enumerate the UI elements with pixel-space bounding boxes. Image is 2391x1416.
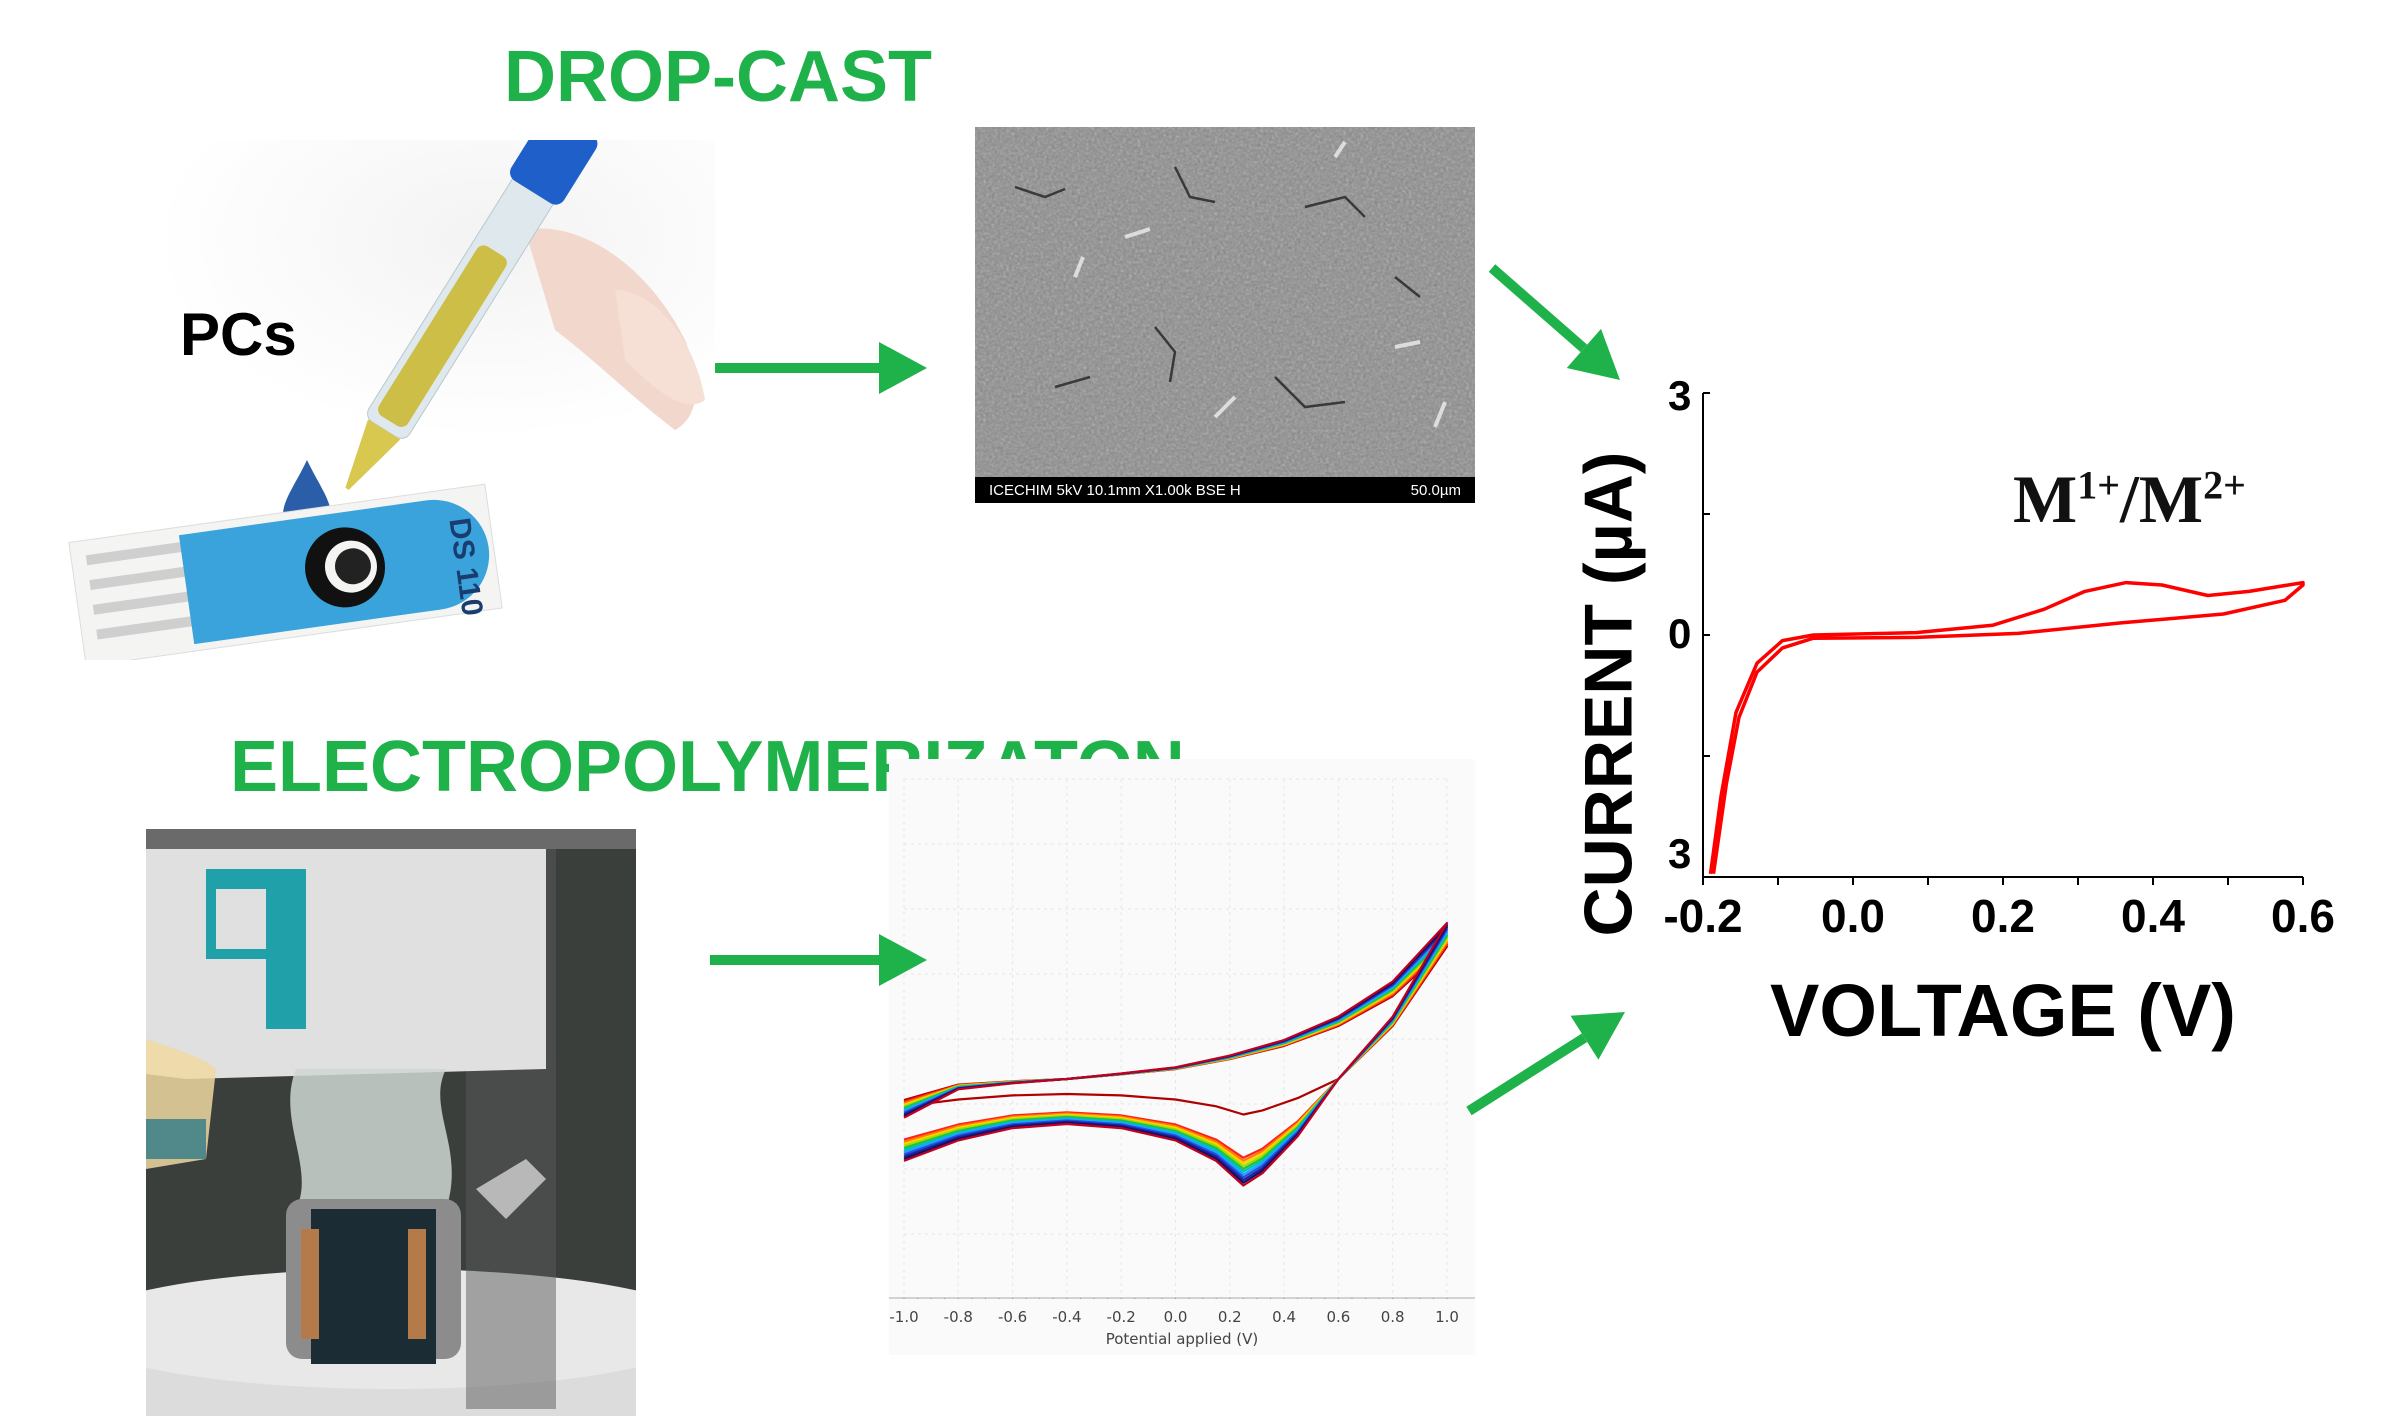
instrument-box [146, 849, 546, 1079]
cv-x-tick-label: 0.0 [1163, 1308, 1188, 1326]
pipette-icon [345, 140, 598, 490]
annotation-sup1: 1+ [2077, 462, 2120, 508]
wing-nut-icon [476, 1159, 546, 1219]
logo-icon [206, 869, 306, 1029]
arrow-cv-cycles-to-cv-shaft [1466, 1033, 1588, 1116]
x-tick-label: -0.2 [1663, 890, 1743, 942]
finger-icon [615, 290, 705, 405]
annotation-m2: M [2138, 461, 2204, 537]
x-tick-label: 0.0 [1821, 890, 1885, 942]
x-tick-label: 0.6 [2271, 890, 2335, 942]
y-tick-label: 3 [1668, 830, 1692, 877]
cv-x-tick-label: -1.0 [889, 1308, 919, 1326]
cv-x-tick-label: 0.2 [1217, 1308, 1242, 1326]
pcs-label: PCs [180, 301, 297, 368]
arrow-cv-cycles-to-cv-head-icon [1570, 1012, 1625, 1060]
y-tick-label: 3 [1668, 372, 1692, 419]
arrow-sem-to-cv-head-icon [1566, 328, 1620, 380]
cv-x-tick-label: 0.8 [1380, 1308, 1405, 1326]
current-axis-label: CURRENT (µA) [1570, 451, 1647, 937]
sem-info-bar: ICECHIM 5kV 10.1mm X1.00k BSE H 50.0µm [975, 477, 1475, 503]
cv-x-tick-label: -0.4 [1052, 1308, 1082, 1326]
cv-x-tick-label: 0.6 [1326, 1308, 1351, 1326]
arrow-to-sem-head-icon [879, 342, 927, 394]
drop-cast-title: DROP-CAST [504, 37, 932, 117]
cv-x-tick-label: 0.4 [1272, 1308, 1297, 1326]
y-tick-label: 0 [1668, 610, 1692, 657]
cv-x-axis-label: Potential applied (V) [1105, 1330, 1259, 1348]
cv-cycle-line-11 [903, 921, 1449, 1187]
cv-cycles-chart: -1.0 -0.8 -0.6 -0.4 -0.2 0.0 0.2 0.4 0.6 0.8 1.0 P… [889, 759, 1475, 1355]
cv-x-tick-label: -0.6 [997, 1308, 1028, 1326]
sem-info: ICECHIM 5kV 10.1mm X1.00k BSE H [989, 481, 1241, 499]
cv-x-tick-label: 1.0 [1435, 1308, 1459, 1326]
electrochemical-cell-photo [146, 829, 636, 1416]
pipette-electrode-illustration: DS 110 [68, 140, 715, 660]
x-tick-label: 0.4 [2121, 890, 2185, 942]
sem-micrograph [975, 127, 1475, 477]
annotation-sep: / [2119, 461, 2139, 537]
sem-scale: 50.0µm [1410, 481, 1461, 499]
screen-printed-electrode: DS 110 [68, 483, 503, 660]
voltage-axis-label: VOLTAGE (V) [1770, 969, 2236, 1052]
cv-curve [1708, 580, 2305, 875]
sem-image: ICECHIM 5kV 10.1mm X1.00k BSE H 50.0µm [975, 127, 1475, 503]
redox-couple-annotation: M1+/M2+ [2013, 462, 2246, 537]
arrow-sem-to-cv-shaft [1488, 264, 1588, 353]
cv-x-tick-label: -0.8 [943, 1308, 973, 1326]
cv-cycles-plot [889, 778, 1475, 1299]
cv-x-tick-label: -0.2 [1106, 1308, 1136, 1326]
x-tick-label: 0.2 [1971, 890, 2035, 942]
annotation-sup2: 2+ [2203, 462, 2246, 508]
annotation-m1: M [2013, 461, 2078, 537]
